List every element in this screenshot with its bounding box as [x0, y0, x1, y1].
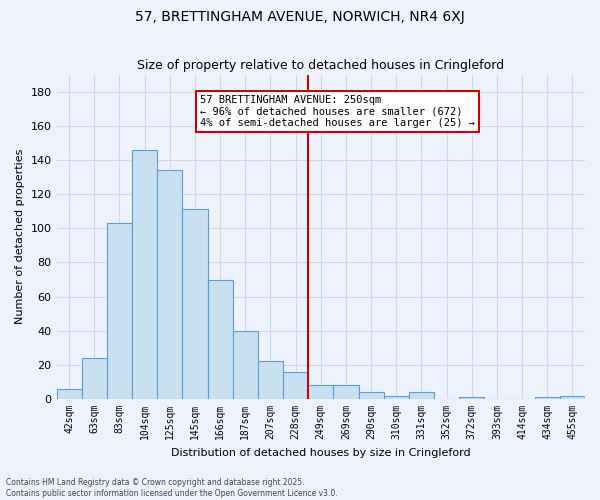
Bar — [107, 223, 132, 399]
Bar — [383, 396, 409, 399]
Bar — [233, 330, 258, 399]
Bar — [157, 170, 182, 399]
Bar — [459, 398, 484, 399]
Bar — [308, 386, 334, 399]
Y-axis label: Number of detached properties: Number of detached properties — [15, 149, 25, 324]
Bar — [258, 362, 283, 399]
Text: Contains HM Land Registry data © Crown copyright and database right 2025.
Contai: Contains HM Land Registry data © Crown c… — [6, 478, 338, 498]
Bar — [182, 210, 208, 399]
Text: 57 BRETTINGHAM AVENUE: 250sqm
← 96% of detached houses are smaller (672)
4% of s: 57 BRETTINGHAM AVENUE: 250sqm ← 96% of d… — [200, 95, 475, 128]
Bar — [283, 372, 308, 399]
Bar — [56, 389, 82, 399]
X-axis label: Distribution of detached houses by size in Cringleford: Distribution of detached houses by size … — [171, 448, 470, 458]
Bar — [409, 392, 434, 399]
Bar — [359, 392, 383, 399]
Bar — [208, 280, 233, 399]
Title: Size of property relative to detached houses in Cringleford: Size of property relative to detached ho… — [137, 59, 505, 72]
Bar — [132, 150, 157, 399]
Bar — [535, 398, 560, 399]
Bar — [560, 396, 585, 399]
Bar — [82, 358, 107, 399]
Text: 57, BRETTINGHAM AVENUE, NORWICH, NR4 6XJ: 57, BRETTINGHAM AVENUE, NORWICH, NR4 6XJ — [135, 10, 465, 24]
Bar — [334, 386, 359, 399]
